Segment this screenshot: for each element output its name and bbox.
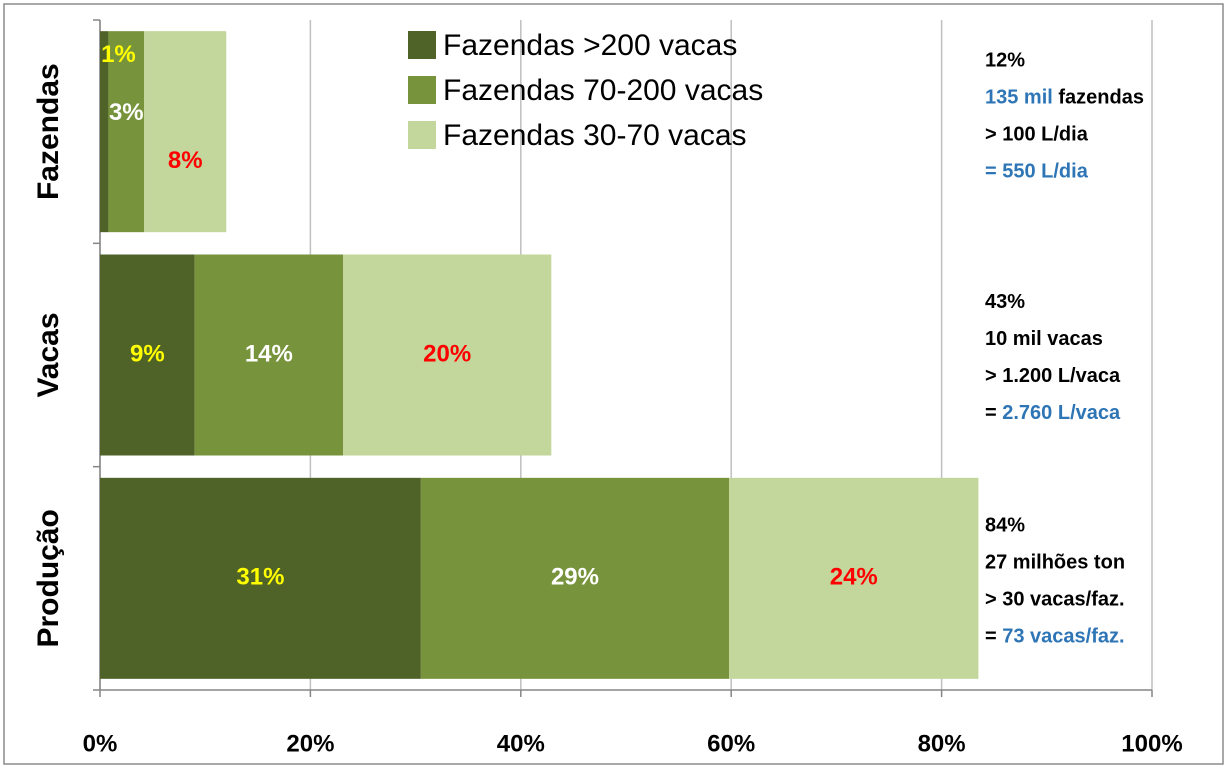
y-tick-label: Fazendas [32,63,65,200]
annotation: 12% [985,50,1025,72]
legend-label: Fazendas 30-70 vacas [443,119,747,152]
annotation-part: > 30 vacas/faz. [985,589,1125,611]
value-label: 3% [109,99,144,126]
y-tick-label: Produção [32,509,65,647]
value-label: 31% [236,564,284,591]
bar-segment [100,254,195,456]
annotation: = 2.760 L/vaca [985,402,1121,424]
annotation-part: > 100 L/dia [985,124,1089,146]
annotation: = 73 vacas/faz. [985,626,1125,648]
legend-swatch [408,31,436,59]
annotation-part: 2.760 L/vaca [997,402,1121,424]
annotation: 10 mil vacas [985,328,1103,350]
x-tick-label: 40% [497,730,545,757]
annotation-part: = [985,402,997,424]
value-label: 20% [423,340,471,367]
value-label: 8% [168,147,203,174]
bar-segment [144,31,227,233]
annotation-part: 135 mil [985,87,1053,109]
annotation-part: = [985,626,997,648]
bar-segment [100,477,421,679]
bar-segment [108,31,145,233]
legend-label: Fazendas 70-200 vacas [443,74,763,107]
x-tick-label: 100% [1121,730,1182,757]
bar-segment [729,477,979,679]
annotation-part: 73 vacas/faz. [997,626,1125,648]
annotation-part: 43% [985,291,1025,313]
value-label: 24% [830,564,878,591]
bar-segment [100,31,109,233]
annotation-part: = 550 L/dia [985,161,1089,183]
bar-segment [194,254,344,456]
x-tick-label: 0% [83,730,118,757]
legend-label: Fazendas >200 vacas [443,29,737,62]
annotation: 43% [985,291,1025,313]
annotation: 84% [985,515,1025,537]
annotation: 135 mil fazendas [985,87,1144,109]
annotation: = 550 L/dia [985,161,1089,183]
value-label: 9% [130,340,165,367]
annotation-part: 12% [985,50,1025,72]
annotation-part: 10 mil vacas [985,328,1103,350]
value-label: 14% [245,340,293,367]
y-tick-label: Vacas [32,312,65,397]
annotation: 27 milhões ton [985,552,1125,574]
legend-swatch [408,76,436,104]
bar-segment [420,477,730,679]
x-tick-label: 80% [918,730,966,757]
annotation-part: 27 milhões ton [985,552,1125,574]
annotation-part: 84% [985,515,1025,537]
value-label: 1% [101,41,136,68]
annotation: > 30 vacas/faz. [985,589,1125,611]
value-label: 29% [551,564,599,591]
x-tick-label: 20% [286,730,334,757]
bar-segment [343,254,552,456]
legend-swatch [408,121,436,149]
annotation-part: > 1.200 L/vaca [985,365,1121,387]
x-tick-label: 60% [707,730,755,757]
annotation: > 100 L/dia [985,124,1089,146]
annotation-part: fazendas [1053,87,1144,109]
annotation: > 1.200 L/vaca [985,365,1121,387]
